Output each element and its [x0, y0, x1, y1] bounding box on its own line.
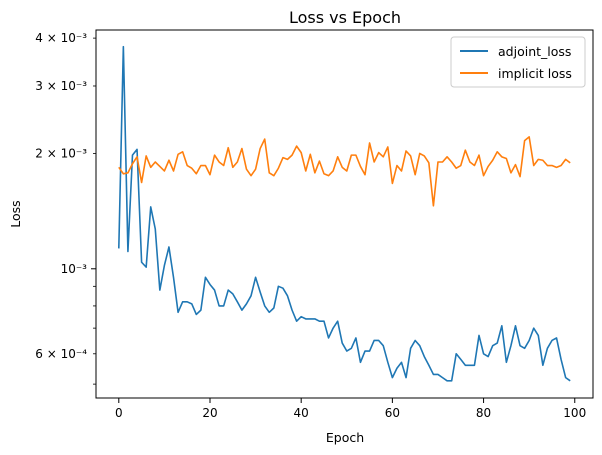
y-tick-label: 2 × 10⁻³ [35, 146, 87, 160]
y-tick-label: 3 × 10⁻³ [35, 79, 87, 93]
y-axis-label: Loss [8, 200, 23, 227]
chart-title: Loss vs Epoch [289, 8, 401, 27]
y-tick-label: 6 × 10⁻⁴ [35, 347, 87, 361]
legend-label-implicit-loss: implicit loss [498, 66, 572, 81]
x-tick-label: 0 [115, 406, 123, 420]
x-axis-label: Epoch [326, 430, 364, 445]
legend: adjoint_loss implicit loss [450, 36, 586, 88]
y-tick-label: 10⁻³ [61, 262, 88, 276]
legend-label-adjoint-loss: adjoint_loss [498, 44, 571, 59]
x-tick-label: 80 [476, 406, 491, 420]
x-tick-label: 100 [563, 406, 586, 420]
plot-area: 0 20 40 60 80 100 10⁻³ 6 × 10⁻⁴ 2 × 10⁻³ 3 × 10⁻³… [35, 31, 586, 420]
x-tick-label: 20 [202, 406, 217, 420]
plot-frame [95, 29, 594, 399]
x-tick-label: 40 [294, 406, 309, 420]
y-tick-label: 4 × 10⁻³ [35, 31, 87, 45]
series-line-adjoint-loss [118, 45, 571, 382]
legend-box [450, 36, 586, 88]
series-line-implicit-loss [118, 136, 571, 207]
x-tick-label: 60 [385, 406, 400, 420]
